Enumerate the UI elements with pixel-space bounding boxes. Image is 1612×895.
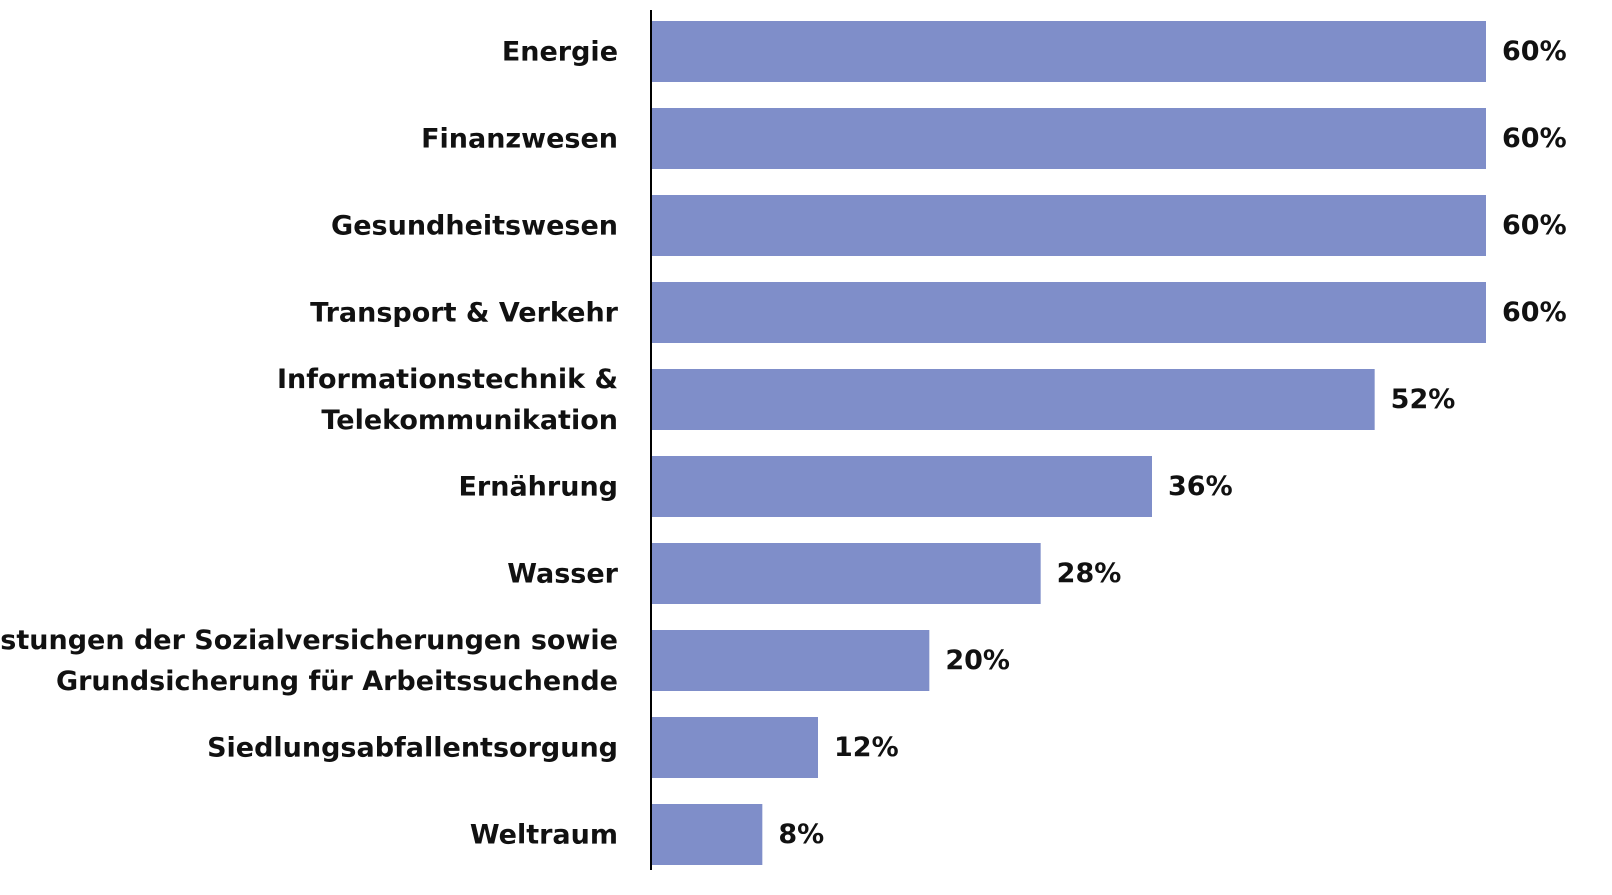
bar [651, 369, 1375, 430]
value-label: 60% [1502, 210, 1567, 241]
value-label: 60% [1502, 123, 1567, 154]
bar [651, 21, 1486, 82]
category-label: Wasser [507, 558, 618, 589]
category-label: Gesundheitswesen [331, 210, 618, 241]
bar [651, 630, 930, 691]
value-label: 36% [1168, 471, 1233, 502]
value-label: 12% [834, 732, 899, 763]
bar [651, 543, 1041, 604]
value-label: 8% [778, 819, 824, 850]
category-label: Weltraum [470, 819, 618, 850]
bar [651, 108, 1486, 169]
category-label: Siedlungsabfallentsorgung [207, 732, 618, 763]
category-label: Finanzwesen [421, 123, 618, 154]
category-label: Leistungen der Sozialversicherungen sowi… [0, 625, 618, 697]
category-label: Ernährung [458, 471, 618, 502]
category-label: Informationstechnik & Telekommunikation [277, 364, 618, 436]
value-label: 28% [1057, 558, 1122, 589]
value-label: 60% [1502, 36, 1567, 67]
bar [651, 456, 1152, 517]
bar [651, 195, 1486, 256]
bar [651, 717, 818, 778]
bar [651, 804, 763, 865]
bar [651, 282, 1486, 343]
category-label: Energie [502, 36, 618, 67]
value-label: 52% [1391, 384, 1456, 415]
category-label: Transport & Verkehr [310, 297, 619, 328]
value-label: 60% [1502, 297, 1567, 328]
value-label: 20% [945, 645, 1010, 676]
